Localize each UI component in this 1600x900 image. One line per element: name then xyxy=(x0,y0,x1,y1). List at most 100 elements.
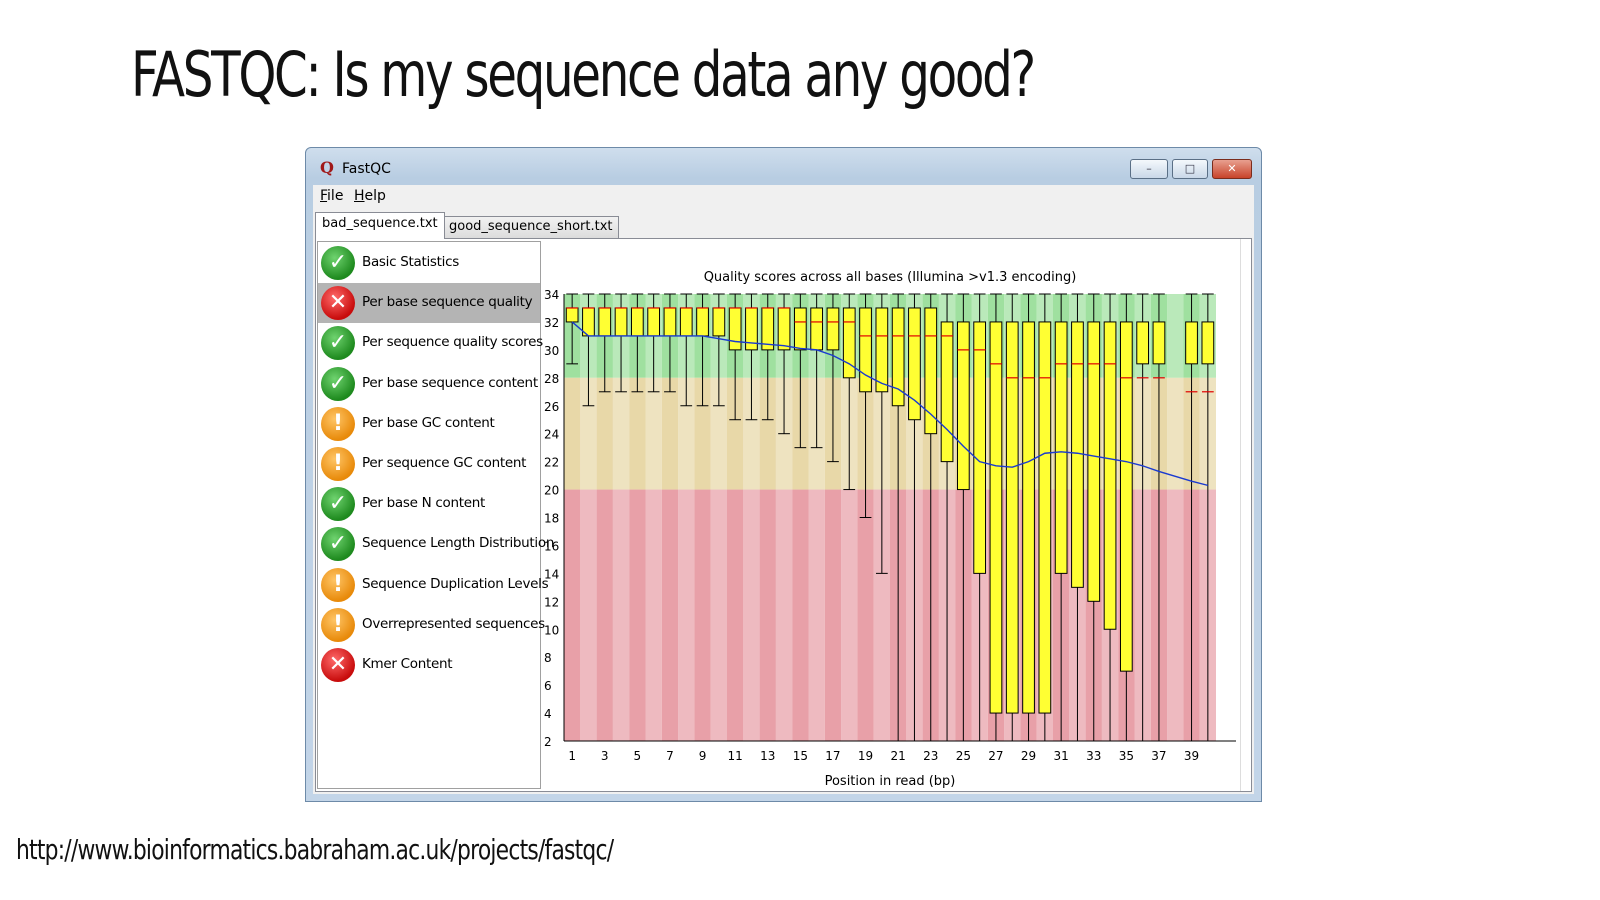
quartile-box xyxy=(630,307,644,337)
slide-title: FASTQC: Is my sequence data any good? xyxy=(131,38,1036,111)
zone-bad-stripe xyxy=(857,489,874,741)
quartile-box xyxy=(565,307,579,323)
y-tick-label: 10 xyxy=(544,623,559,637)
quartile-box xyxy=(1022,321,1035,714)
tab-bad-sequence[interactable]: bad_sequence.txt xyxy=(315,212,445,239)
y-tick-label: 4 xyxy=(544,707,552,721)
module-label: Sequence Length Distribution xyxy=(362,535,555,552)
source-url: http://www.bioinformatics.babraham.ac.uk… xyxy=(16,833,614,866)
zone-good-stripe xyxy=(1167,294,1184,378)
zone-bad-stripe xyxy=(743,489,760,741)
x-tick-label: 27 xyxy=(988,749,1003,763)
quartile-box xyxy=(614,307,628,337)
quartile-box xyxy=(973,321,987,574)
menu-file[interactable]: File xyxy=(320,188,343,204)
fastqc-window: Q FastQC – □ ✕ File Help bad_sequence.tx… xyxy=(305,147,1262,802)
x-tick-label: 1 xyxy=(568,749,576,763)
y-tick-label: 24 xyxy=(544,428,559,442)
module-label: Per base GC content xyxy=(362,414,495,431)
x-tick-label: 7 xyxy=(666,749,674,763)
module-item[interactable]: ✓ Per base sequence content xyxy=(318,364,540,404)
zone-ok-stripe xyxy=(564,377,581,490)
zone-bad-stripe xyxy=(727,489,744,741)
menu-help-label: elp xyxy=(364,188,386,204)
check-icon: ✓ xyxy=(321,527,355,562)
zone-bad-stripe xyxy=(824,489,842,741)
menu-help[interactable]: Help xyxy=(354,188,386,204)
quartile-box xyxy=(793,307,807,351)
quartile-box xyxy=(940,321,954,463)
zone-bad-stripe xyxy=(841,489,858,741)
zone-bad-stripe xyxy=(580,489,597,741)
x-tick-label: 9 xyxy=(699,749,707,763)
quartile-box xyxy=(728,307,742,351)
quartile-box xyxy=(1119,321,1133,672)
module-label: Per base sequence quality xyxy=(362,294,533,311)
menu-file-label: ile xyxy=(327,188,344,204)
zone-ok-stripe xyxy=(1167,377,1184,490)
y-tick-label: 34 xyxy=(544,288,559,302)
x-tick-label: 3 xyxy=(601,749,609,763)
module-label: Per sequence quality scores xyxy=(362,334,543,351)
quartile-box xyxy=(989,321,1003,714)
window-title: FastQC xyxy=(342,161,391,177)
module-item[interactable]: ✓ Sequence Length Distribution xyxy=(318,524,554,564)
chart-title: Quality scores across all bases (Illumin… xyxy=(704,270,1077,285)
module-item[interactable]: ! Per sequence GC content xyxy=(318,444,540,484)
zone-ok-stripe xyxy=(596,377,613,490)
zone-ok-stripe xyxy=(727,377,744,490)
quartile-box xyxy=(1185,321,1198,365)
tab-good-sequence-short[interactable]: good_sequence_short.txt xyxy=(442,216,620,238)
module-item[interactable]: ✓ Per base N content xyxy=(318,484,540,524)
quartile-box xyxy=(679,307,693,337)
zone-ok-stripe xyxy=(629,377,646,490)
x-tick-label: 33 xyxy=(1086,749,1101,763)
x-tick-label: 11 xyxy=(728,749,743,763)
module-item[interactable]: ! Per base GC content xyxy=(318,404,540,444)
cross-icon: ✕ xyxy=(321,648,355,682)
menu-bar: File Help xyxy=(313,185,1254,207)
module-item[interactable]: ! Overrepresented sequences xyxy=(318,605,545,645)
exclamation-icon: ! xyxy=(321,447,355,481)
minimize-button[interactable]: – xyxy=(1130,159,1168,179)
x-tick-label: 21 xyxy=(891,749,906,763)
check-icon: ✓ xyxy=(321,366,355,401)
quartile-box xyxy=(777,307,791,351)
y-tick-label: 18 xyxy=(544,512,559,526)
maximize-button[interactable]: □ xyxy=(1172,159,1208,179)
zone-bad-stripe xyxy=(612,489,630,741)
zone-ok-stripe xyxy=(612,377,630,490)
x-tick-label: 23 xyxy=(923,749,938,763)
exclamation-icon: ! xyxy=(321,567,355,602)
y-tick-label: 26 xyxy=(544,400,559,414)
module-item[interactable]: ✓ Basic Statistics xyxy=(318,243,540,283)
fastqc-logo-icon: Q xyxy=(320,158,334,177)
y-tick-label: 6 xyxy=(544,679,552,693)
x-tick-label: 25 xyxy=(956,749,971,763)
exclamation-icon: ! xyxy=(321,406,355,441)
close-button[interactable]: ✕ xyxy=(1212,159,1252,179)
cross-icon: ✕ xyxy=(321,286,355,321)
check-icon: ✓ xyxy=(321,487,355,522)
quartile-box xyxy=(859,307,872,393)
quartile-box xyxy=(891,307,905,407)
zone-bad-stripe xyxy=(596,489,613,741)
report-panel: ✓ Basic Statistics ✕ Per base sequence qual… xyxy=(315,238,1252,792)
x-tick-label: 13 xyxy=(760,749,775,763)
scrollbar[interactable] xyxy=(1240,239,1251,791)
module-item[interactable]: ✕ Per base sequence quality xyxy=(318,283,540,324)
module-item[interactable]: ✕ Kmer Content xyxy=(318,645,540,685)
module-item[interactable]: ✓ Per sequence quality scores xyxy=(318,323,543,363)
check-icon: ✓ xyxy=(321,326,355,361)
zone-bad-stripe xyxy=(564,489,581,741)
module-label: Basic Statistics xyxy=(362,254,459,270)
quartile-box xyxy=(842,307,856,379)
quartile-box xyxy=(810,307,824,351)
module-item[interactable]: ! Sequence Duplication Levels xyxy=(318,565,549,605)
zone-ok-stripe xyxy=(759,377,776,490)
zone-ok-stripe xyxy=(645,377,662,490)
window-titlebar[interactable]: Q FastQC – □ ✕ xyxy=(306,148,1261,184)
module-label: Per base sequence content xyxy=(362,374,538,391)
quartile-box xyxy=(875,307,889,393)
y-tick-label: 2 xyxy=(544,735,552,749)
